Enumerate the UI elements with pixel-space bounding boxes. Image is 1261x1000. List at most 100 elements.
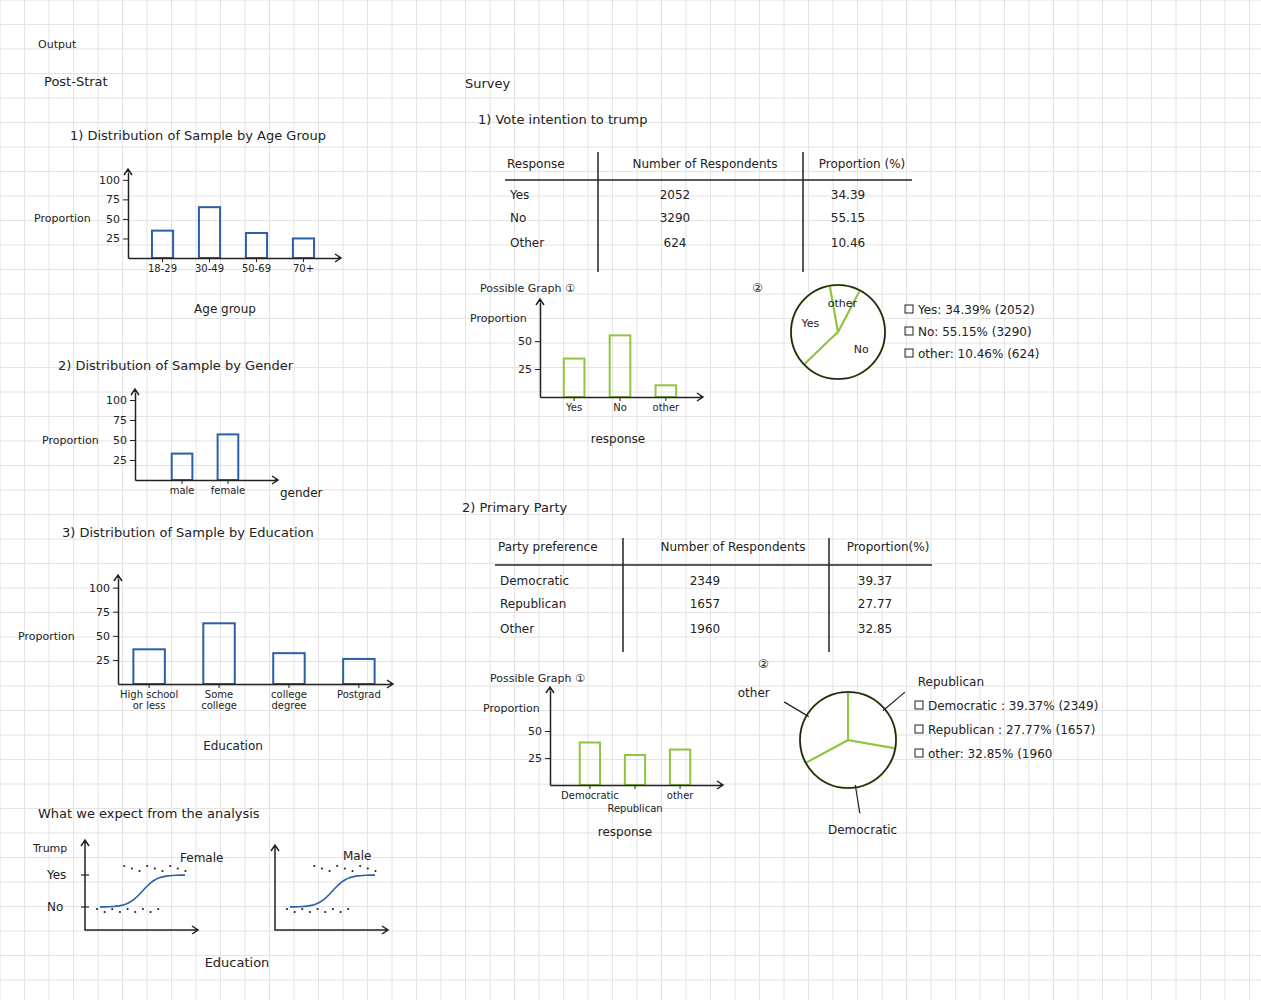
tick-mark [288,684,289,688]
table-cell: 34.39 [831,188,865,202]
legend-swatch [905,327,913,335]
table-rule [802,152,804,272]
bar [203,623,234,684]
paper-line [955,0,956,1000]
sketch-level: No [47,900,63,914]
paper-line [1102,0,1103,1000]
paper-line [0,220,1261,221]
table-cell: Other [500,622,534,636]
x-axis-title: Age group [194,302,256,316]
bar [625,755,645,785]
slice-label: other [738,686,770,700]
tick-label: High schoolor less [120,689,178,711]
sketch-dot [374,870,376,872]
tick-mark [130,460,135,461]
x-tick: 18-29 [148,258,177,274]
x-tick: female [211,480,245,496]
slice-label: Yes [800,317,819,330]
paper-line [318,0,319,1000]
pie-outline [791,285,885,379]
y-tick: 50 [96,630,118,643]
leader-line [883,692,905,711]
table-cell: 2052 [660,188,691,202]
tick-label: Yes [565,402,582,413]
y-axis: 255075100 [89,579,119,685]
chart-title: 3) Distribution of Sample by Education [62,525,314,540]
sketch-dot [177,867,179,869]
y-axis-title: Proportion [42,434,99,447]
sketch-dot [138,870,140,872]
tick-label: No [613,402,627,413]
tick-label: 30-49 [195,263,224,274]
tick-label-line: Some [205,689,233,700]
table-cell: No [510,211,526,225]
sketch-dot [324,911,326,913]
tick-mark [162,258,163,262]
sketch-axis [85,843,195,930]
paper-line [637,0,638,1000]
paper-line [906,0,907,1000]
sketch-dot [344,867,346,869]
y-axis-line [550,691,552,786]
pie: YesNoother [791,285,885,379]
axis-arrow [697,393,703,401]
x-tick: male [170,480,195,496]
paper-line [0,686,1261,687]
paper-line [1029,0,1030,1000]
paper-line [0,269,1261,270]
chart-title: ② [758,657,769,671]
tick-label: 50 [528,725,542,738]
bar [218,434,239,480]
section-heading: Post-Strat [44,74,108,89]
sketch-dot [347,908,349,910]
tick-label: collegedegree [271,689,307,711]
tick-mark [545,731,550,732]
paper-line [0,196,1261,197]
tick-label-line: college [271,689,307,700]
bar [199,207,220,258]
tick-mark [182,480,183,484]
paper-line [0,637,1261,638]
bar-chart: 2550YesNootherPossible Graph ①Proportion… [470,282,703,446]
sketch-dot [328,870,330,872]
sketch-dot [313,865,315,867]
paper-line [0,661,1261,662]
table-cell: 55.15 [831,211,865,225]
paper-grid [0,0,1261,1000]
x-axis-title: gender [280,486,323,500]
bar [656,385,677,397]
bar [580,742,600,785]
y-axis: 255075100 [99,173,129,259]
paper-line [196,0,197,1000]
tick-mark [256,258,257,262]
y-tick: 25 [113,454,135,467]
paper-line [416,0,417,1000]
sketch-dot [161,870,163,872]
axis-arrow [546,687,554,693]
paper-line [0,24,1261,25]
sketch-dot [149,911,151,913]
paper-line [245,0,246,1000]
paper-line [1176,0,1177,1000]
sketch-axis [275,848,385,930]
table-cell: 1657 [690,597,721,611]
section-heading: Survey [465,76,511,91]
tick-mark [209,258,210,262]
sketch-panel-label: Male [343,849,371,863]
bar [670,750,690,785]
y-tick: 50 [106,213,128,226]
legend-swatch [905,349,913,357]
tick-mark [123,238,128,239]
x-tick: 50-69 [242,258,271,274]
paper-line [0,759,1261,760]
sketch-dots [286,865,377,913]
sketch-tick [81,874,89,875]
paper-line [0,294,1261,295]
pie-outline [800,692,896,788]
y-axis-line [128,173,130,259]
table: 1) Vote intention to trumpResponseNumber… [478,112,912,272]
table-cell: 1960 [690,622,721,636]
axis-arrow [717,781,723,789]
sketch-dot [336,865,338,867]
y-tick: 25 [528,752,550,765]
